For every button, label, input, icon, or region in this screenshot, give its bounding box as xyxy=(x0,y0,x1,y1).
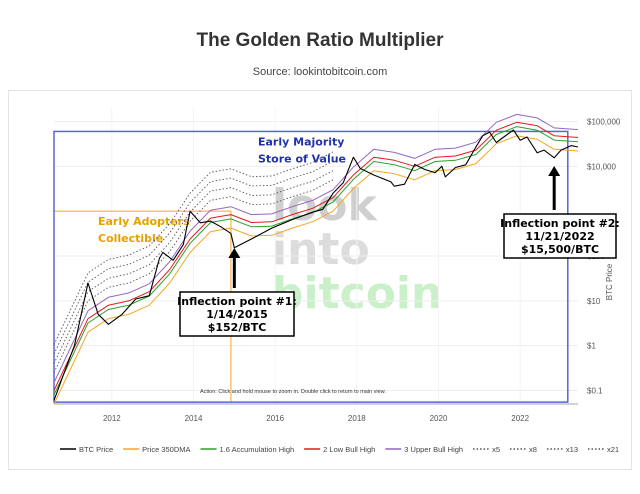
legend-item-2-low-bull-high[interactable]: 2 Low Bull High xyxy=(304,445,375,454)
legend-label-x5: x5 xyxy=(492,445,500,454)
series-line-x21[interactable] xyxy=(53,151,334,345)
legend-item-btc-price[interactable]: BTC Price xyxy=(60,445,113,454)
legend-item-x21[interactable]: x21 xyxy=(588,445,619,454)
legend-label-2-low-bull-high: 2 Low Bull High xyxy=(323,445,375,454)
legend-item-3-upper-bull-high[interactable]: 3 Upper Bull High xyxy=(385,445,463,454)
y-tick-0-1: $0.1 xyxy=(587,387,603,396)
callout-arrow-head-2 xyxy=(548,166,561,176)
callouts: Inflection point #1:1/14/2015$152/BTC Inf… xyxy=(177,166,620,337)
series-line-3-upper-bull-high[interactable] xyxy=(53,113,579,383)
legend-item-1-6-accumulation-high[interactable]: 1.6 Accumulation High xyxy=(200,445,295,454)
callout-text-2-0: Inflection point #2: xyxy=(500,217,620,230)
gridlines xyxy=(54,108,578,404)
watermark-into: into xyxy=(272,224,370,275)
callout-text-1-0: Inflection point #1: xyxy=(177,295,297,308)
region-label-early-majority: Early Majority xyxy=(258,135,344,148)
callout-text-2-2: $15,500/BTC xyxy=(521,243,599,256)
action-note: Action: Click and hold mouse to zoom in.… xyxy=(200,389,386,395)
callout-arrow-head-1 xyxy=(228,248,241,258)
legend-label-3-upper-bull-high: 3 Upper Bull High xyxy=(404,445,463,454)
callout-text-2-1: 11/21/2022 xyxy=(525,230,594,243)
series-line-btc-price[interactable] xyxy=(53,129,579,401)
page-title: The Golden Ratio Multiplier xyxy=(196,30,444,51)
region-label-early-adopters: Early Adopters xyxy=(98,215,190,228)
series-line-x13[interactable] xyxy=(53,160,334,355)
series-line-price-350dma[interactable] xyxy=(53,135,579,405)
y-tick-10: $10 xyxy=(587,297,601,306)
region-label-collectible: Collectible xyxy=(98,232,163,245)
x-tick-2022: 2022 xyxy=(511,414,529,423)
series-line-x8[interactable] xyxy=(53,170,334,364)
page-subtitle: Source: lookintobitcoin.com xyxy=(252,66,388,78)
callout-text-1-2: $152/BTC xyxy=(208,321,267,334)
region-box-early-majority xyxy=(53,130,569,403)
callout-box-2 xyxy=(503,213,617,259)
legend-label-price-350dma: Price 350DMA xyxy=(142,445,190,454)
callout-text-1-1: 1/14/2015 xyxy=(206,308,268,321)
y-axis-label: BTC Price xyxy=(605,263,614,300)
region-label-store-of-value: Store of Value xyxy=(258,152,346,165)
y-tick-1: $1 xyxy=(587,342,596,351)
y-tick-100-000: $100,000 xyxy=(587,117,621,126)
legend-label-x13: x13 xyxy=(566,445,578,454)
legend-item-x13[interactable]: x13 xyxy=(546,445,578,454)
series-line-2-low-bull-high[interactable] xyxy=(53,121,579,391)
legend-label-1-6-accumulation-high: 1.6 Accumulation High xyxy=(220,445,295,454)
legend-item-x5[interactable]: x5 xyxy=(473,445,500,454)
series-line-x5[interactable] xyxy=(53,179,334,373)
regions: Early Adopters Collectible Early Majority S… xyxy=(53,130,569,403)
x-tick-2012: 2012 xyxy=(103,414,121,423)
x-tick-2018: 2018 xyxy=(348,414,366,423)
x-tick-2016: 2016 xyxy=(266,414,284,423)
legend-item-x8[interactable]: x8 xyxy=(510,445,537,454)
x-tick-2014: 2014 xyxy=(185,414,203,423)
callout-box-1 xyxy=(179,291,295,337)
legend[interactable]: BTC Price Price 350DMA 1.6 Accumulation Hi… xyxy=(60,445,619,454)
x-axis: 2012 2014 2016 2018 2020 2022 xyxy=(54,403,578,423)
legend-label-x21: x21 xyxy=(607,445,619,454)
x-tick-2020: 2020 xyxy=(430,414,448,423)
y-tick-10-000: $10,000 xyxy=(587,162,616,171)
series-lines[interactable] xyxy=(53,113,579,405)
legend-item-price-350dma[interactable]: Price 350DMA xyxy=(123,445,191,454)
legend-label-btc-price: BTC Price xyxy=(79,445,113,454)
legend-label-x8: x8 xyxy=(529,445,537,454)
